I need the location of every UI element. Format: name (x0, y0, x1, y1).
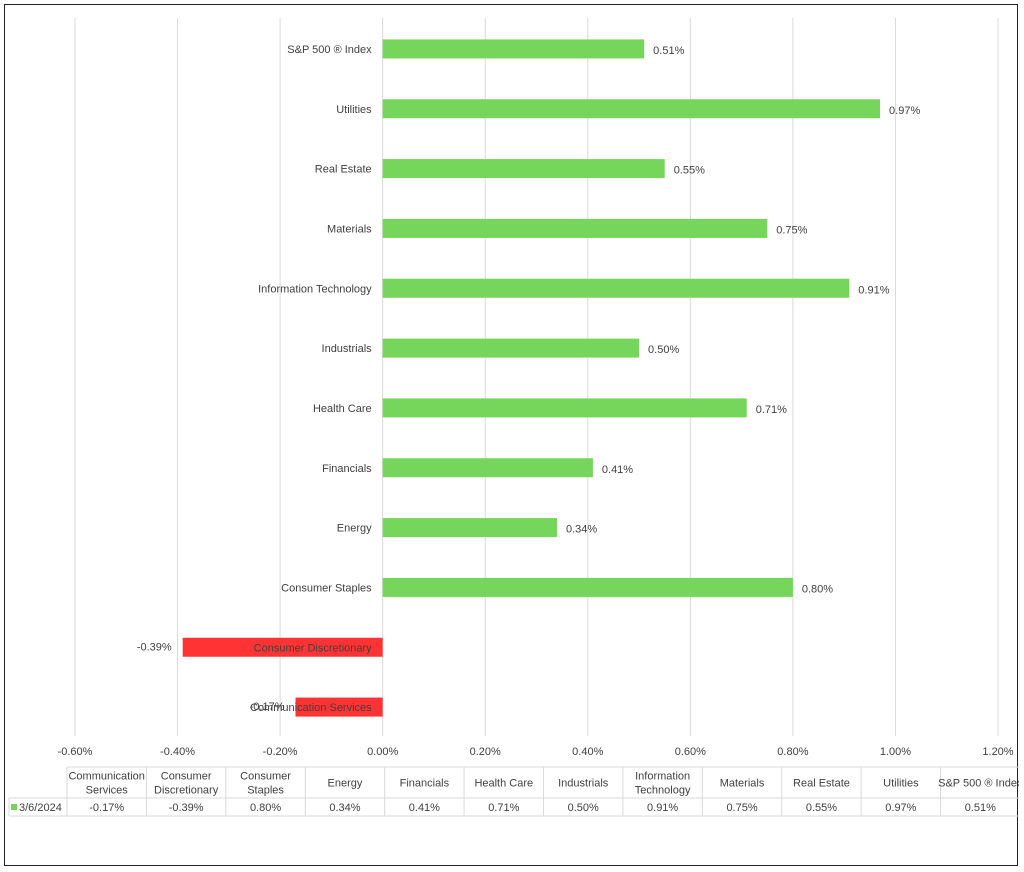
value-label: 0.80% (802, 583, 833, 595)
bars (182, 39, 881, 717)
bar (382, 159, 665, 179)
table-header: Information Technology (635, 771, 691, 797)
x-tick-label: -0.40% (160, 746, 195, 758)
bar (382, 218, 768, 238)
x-tick-label: 1.20% (982, 746, 1013, 758)
category-label: Communication Services (250, 702, 372, 714)
category-label: Utilities (336, 104, 372, 116)
table-cell: 0.71% (488, 802, 519, 814)
table-cell: -0.39% (169, 802, 204, 814)
bar (382, 577, 793, 597)
table-header: Materials (720, 778, 765, 790)
value-label: 0.50% (648, 344, 679, 356)
x-tick-label: -0.20% (263, 746, 298, 758)
table-cell: 0.80% (250, 802, 281, 814)
bar (382, 338, 640, 358)
value-label: 0.71% (756, 404, 787, 416)
x-tick-label: 1.00% (880, 746, 911, 758)
category-label: Consumer Discretionary (254, 642, 372, 654)
bar (295, 697, 383, 717)
table-header: Industrials (558, 778, 609, 790)
table-header: Financials (400, 778, 450, 790)
table-cell: 0.91% (647, 802, 678, 814)
category-label: Health Care (313, 403, 372, 415)
chart-frame: Communication Services Consumer Discretio… (4, 4, 1019, 866)
table-header: Energy (328, 778, 363, 790)
table-cell: 0.75% (726, 802, 757, 814)
value-label: -0.39% (137, 641, 172, 653)
gridlines (74, 18, 999, 736)
value-label: 0.91% (858, 284, 889, 296)
table-header: S&P 500 ® Index (938, 778, 1019, 790)
value-label: -0.17% (250, 701, 285, 713)
bar (182, 637, 383, 657)
x-tick-label: -0.60% (58, 746, 93, 758)
value-label: 0.41% (602, 464, 633, 476)
series-name: 3/6/2024 (19, 802, 62, 814)
legend-key (11, 804, 17, 810)
category-label: S&P 500 ® Index (287, 44, 372, 56)
bar (382, 99, 881, 119)
category-label: Financials (322, 463, 372, 475)
bar (382, 458, 593, 478)
table-header: Health Care (474, 778, 533, 790)
value-label: 0.34% (566, 524, 597, 536)
table-header: Consumer Staples (240, 771, 291, 797)
table-cell: -0.17% (89, 802, 124, 814)
value-label: 0.97% (889, 105, 920, 117)
bar (382, 518, 558, 538)
x-tick-label: 0.60% (675, 746, 706, 758)
table-cell: 0.51% (965, 802, 996, 814)
bar (382, 398, 747, 418)
category-label: Energy (337, 523, 372, 535)
value-label: 0.51% (653, 45, 684, 57)
x-tick-label: 0.20% (470, 746, 501, 758)
table-cell: 0.41% (409, 802, 440, 814)
table-header: Real Estate (793, 778, 850, 790)
value-labels: -0.17% -0.39% 0.80% 0.34% 0.41% 0.71% 0.50% 0.9… (137, 45, 921, 713)
table-header: Communication Services (68, 771, 144, 797)
category-label: Consumer Staples (281, 582, 372, 594)
value-label: 0.75% (776, 224, 807, 236)
bar-chart: Communication Services Consumer Discretio… (8, 18, 1019, 817)
category-labels: Communication Services Consumer Discretio… (250, 44, 372, 714)
x-tick-label: 0.40% (572, 746, 603, 758)
category-label: Real Estate (315, 164, 372, 176)
bar (382, 39, 645, 59)
x-tick-labels: -0.60% -0.40% -0.20% 0.00% 0.20% 0.40% 0.60% 0.… (58, 746, 1014, 758)
value-label: 0.55% (674, 165, 705, 177)
table-cell: 0.55% (806, 802, 837, 814)
x-tick-label: 0.00% (367, 746, 398, 758)
table-header: Consumer Discretionary (154, 771, 219, 797)
bar (382, 278, 850, 298)
data-table: Communication Services Consumer Discretiona… (8, 766, 1019, 817)
x-tick-label: 0.80% (777, 746, 808, 758)
table-cell: 0.50% (568, 802, 599, 814)
category-label: Information Technology (258, 283, 372, 295)
table-cell: 0.34% (329, 802, 360, 814)
table-header: Utilities (883, 778, 919, 790)
category-label: Materials (327, 223, 372, 235)
category-label: Industrials (322, 343, 373, 355)
table-cell: 0.97% (885, 802, 916, 814)
